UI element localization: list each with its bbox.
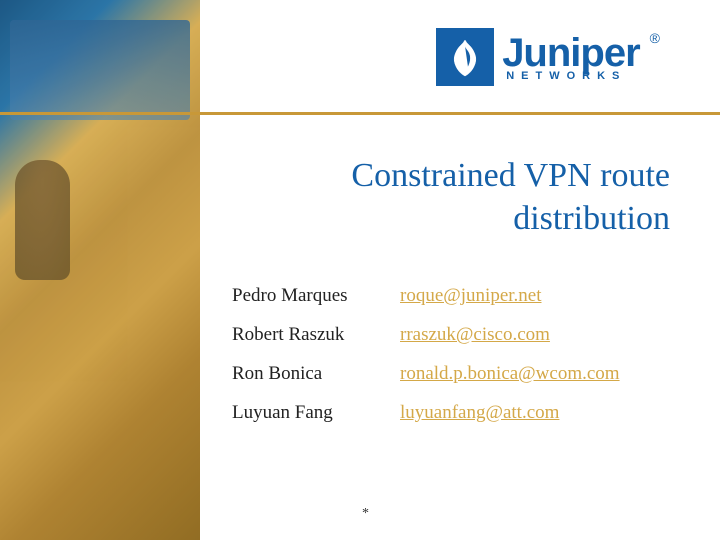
logo-main-text: Juniper [502, 33, 639, 73]
author-email[interactable]: rraszuk@cisco.com [400, 324, 550, 346]
author-name: Luyuan Fang [232, 402, 400, 424]
logo-mark [436, 28, 494, 86]
horizontal-divider [0, 112, 720, 115]
logo-sub-text: NETWORKS [506, 71, 639, 82]
logo-text: Juniper NETWORKS [502, 33, 639, 82]
leaf-icon [443, 36, 487, 80]
logo: Juniper NETWORKS ® [436, 28, 660, 86]
author-row: Robert Raszuk rraszuk@cisco.com [232, 324, 620, 346]
author-row: Ron Bonica ronald.p.bonica@wcom.com [232, 363, 620, 385]
author-name: Pedro Marques [232, 285, 400, 307]
footer-mark: * [362, 506, 369, 522]
author-row: Pedro Marques roque@juniper.net [232, 285, 620, 307]
registered-mark: ® [650, 30, 660, 46]
author-email[interactable]: roque@juniper.net [400, 285, 542, 307]
decorative-left-panel [0, 0, 200, 540]
author-row: Luyuan Fang luyuanfang@att.com [232, 402, 620, 424]
author-email[interactable]: ronald.p.bonica@wcom.com [400, 363, 620, 385]
author-name: Robert Raszuk [232, 324, 400, 346]
author-list: Pedro Marques roque@juniper.net Robert R… [232, 285, 620, 441]
author-email[interactable]: luyuanfang@att.com [400, 402, 559, 424]
slide-title: Constrained VPN route distribution [240, 155, 670, 240]
author-name: Ron Bonica [232, 363, 400, 385]
